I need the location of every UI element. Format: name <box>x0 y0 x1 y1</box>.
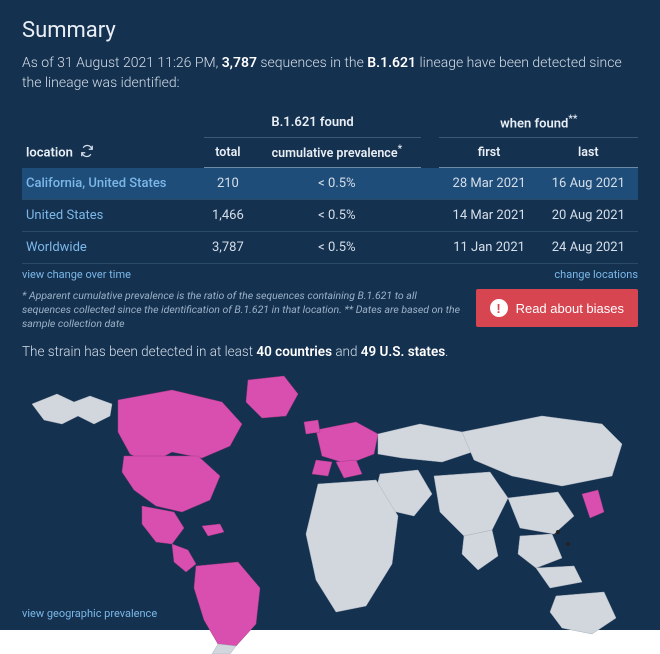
intro-text: As of 31 August 2021 11:26 PM, 3,787 seq… <box>22 53 638 94</box>
cell-total: 210 <box>204 168 253 200</box>
cell-total: 1,466 <box>204 200 253 232</box>
intro-mid2: sequences in the <box>257 55 367 71</box>
location-link[interactable]: California, United States <box>26 176 166 191</box>
location-link[interactable]: United States <box>26 208 103 223</box>
read-biases-button[interactable]: ! Read about biases <box>476 289 638 327</box>
map-iberia <box>312 460 332 476</box>
cell-location: California, United States <box>22 168 204 200</box>
cell-spacer <box>421 200 439 232</box>
map-china <box>508 492 574 534</box>
map-indonesia <box>536 566 582 588</box>
map-india <box>462 530 498 570</box>
detected-text: The strain has been detected in at least… <box>22 344 638 360</box>
cell-spacer <box>421 168 439 200</box>
table-links-row: view change over time change locations <box>22 268 638 281</box>
th-total: total <box>204 137 253 167</box>
th-prevalence: cumulative prevalence* <box>252 137 421 167</box>
change-locations-link[interactable]: change locations <box>554 268 638 281</box>
th-location-label: location <box>26 145 73 160</box>
view-geo-prevalence-link[interactable]: view geographic prevalence <box>22 607 157 620</box>
sup-when: ** <box>568 114 577 125</box>
cell-first: 11 Jan 2021 <box>439 232 538 264</box>
intro-count: 3,787 <box>222 55 257 71</box>
summary-table: location B.1.621 found when found** tota… <box>22 108 638 264</box>
map-canada <box>118 390 242 464</box>
th-group-when: when found** <box>439 108 638 138</box>
intro-prefix: As of <box>22 55 57 71</box>
map-africa <box>306 480 398 612</box>
map-caribbean <box>202 524 224 536</box>
view-change-link[interactable]: view change over time <box>22 268 131 281</box>
cell-spacer <box>421 232 439 264</box>
map-marker-2 <box>566 542 570 546</box>
map-usa <box>122 456 220 512</box>
map-se-asia <box>518 534 562 568</box>
footnote-text: * Apparent cumulative prevalence is the … <box>22 289 464 332</box>
footnote-row: * Apparent cumulative prevalence is the … <box>22 289 638 332</box>
th-prevalence-label: cumulative prevalence <box>272 146 398 161</box>
map-central-asia <box>434 472 508 536</box>
table-row: Worldwide 3,787< 0.5% 11 Jan 202124 Aug 20… <box>22 232 638 264</box>
th-spacer <box>421 108 439 138</box>
cell-last: 16 Aug 2021 <box>539 168 638 200</box>
intro-timestamp: 31 August 2021 11:26 PM <box>57 55 215 71</box>
map-greenland <box>246 376 298 418</box>
cell-location: Worldwide <box>22 232 204 264</box>
th-location: location <box>22 108 204 168</box>
cell-location: United States <box>22 200 204 232</box>
cell-prevalence: < 0.5% <box>252 168 421 200</box>
refresh-icon[interactable] <box>80 144 94 162</box>
table-row: United States 1,466< 0.5% 14 Mar 202120 Au… <box>22 200 638 232</box>
summary-panel: Summary As of 31 August 2021 11:26 PM, 3… <box>0 0 660 630</box>
th-first: first <box>439 137 538 167</box>
map-western-europe <box>316 422 378 464</box>
map-south-america-south <box>212 644 236 654</box>
map-mexico <box>142 506 184 544</box>
map-alaska <box>32 394 112 424</box>
location-link[interactable]: Worldwide <box>26 240 87 255</box>
th-spacer2 <box>421 137 439 167</box>
th-last: last <box>539 137 638 167</box>
map-italy-balkans <box>336 460 362 478</box>
cell-prevalence: < 0.5% <box>252 200 421 232</box>
cell-last: 24 Aug 2021 <box>539 232 638 264</box>
map-australia <box>550 592 616 634</box>
cell-prevalence: < 0.5% <box>252 232 421 264</box>
detected-states: 49 U.S. states <box>361 344 445 360</box>
map-japan <box>582 490 604 518</box>
detected-countries: 40 countries <box>256 344 332 360</box>
sup-prev: * <box>398 144 403 155</box>
warning-icon: ! <box>490 299 508 317</box>
map-south-america-north <box>194 562 260 646</box>
detected-mid: and <box>332 344 361 360</box>
map-central-america <box>172 544 196 572</box>
intro-lineage: B.1.621 <box>367 55 416 71</box>
page-title: Summary <box>22 18 638 43</box>
bias-button-label: Read about biases <box>516 301 624 316</box>
th-group-found: B.1.621 found <box>204 108 422 138</box>
cell-total: 3,787 <box>204 232 253 264</box>
detected-suffix: . <box>445 344 448 360</box>
map-uk <box>304 420 320 434</box>
map-eastern-europe <box>378 424 472 462</box>
cell-first: 28 Mar 2021 <box>439 168 538 200</box>
cell-last: 20 Aug 2021 <box>539 200 638 232</box>
map-marker-1 <box>556 530 560 534</box>
table-row: California, United States 210< 0.5% 28 Mar… <box>22 168 638 200</box>
detected-prefix: The strain has been detected in at least <box>22 344 256 360</box>
cell-first: 14 Mar 2021 <box>439 200 538 232</box>
th-group-when-label: when found <box>500 116 568 131</box>
